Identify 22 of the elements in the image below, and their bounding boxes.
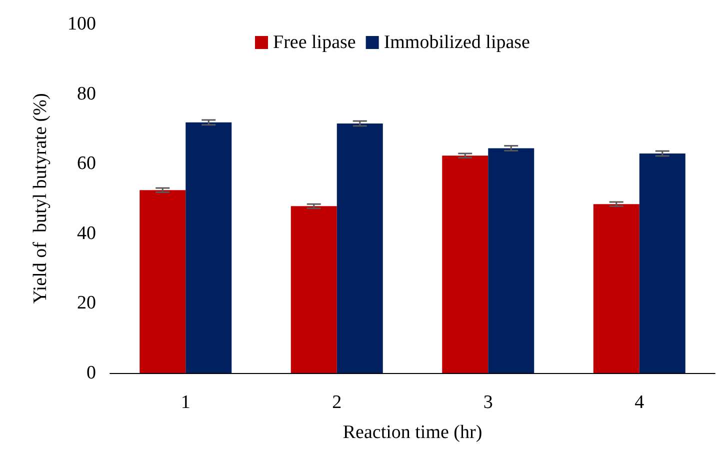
bar xyxy=(639,153,686,373)
bar xyxy=(442,156,488,373)
y-tick-label: 80 xyxy=(77,83,96,104)
bar xyxy=(488,148,534,373)
y-tick-label: 20 xyxy=(77,292,96,314)
bar xyxy=(186,122,232,373)
x-axis-title: Reaction time (hr) xyxy=(342,422,482,443)
y-tick-label: 100 xyxy=(68,14,96,34)
x-tick-label: 1 xyxy=(180,392,190,413)
y-tick-label: 60 xyxy=(77,153,96,174)
bar xyxy=(336,123,383,373)
x-tick-label: 3 xyxy=(483,392,493,413)
bar xyxy=(290,206,337,373)
bar xyxy=(593,204,640,373)
bar xyxy=(140,190,186,373)
y-tick-label: 40 xyxy=(77,222,96,244)
x-tick-label: 4 xyxy=(634,392,645,413)
x-tick-label: 2 xyxy=(332,392,342,413)
legend-label: Free lipase xyxy=(273,32,356,53)
legend-label: Immobilized lipase xyxy=(384,32,530,53)
y-tick-label: 0 xyxy=(86,362,96,384)
y-axis-title: Yield of butyl butyrate (%) xyxy=(30,93,51,304)
